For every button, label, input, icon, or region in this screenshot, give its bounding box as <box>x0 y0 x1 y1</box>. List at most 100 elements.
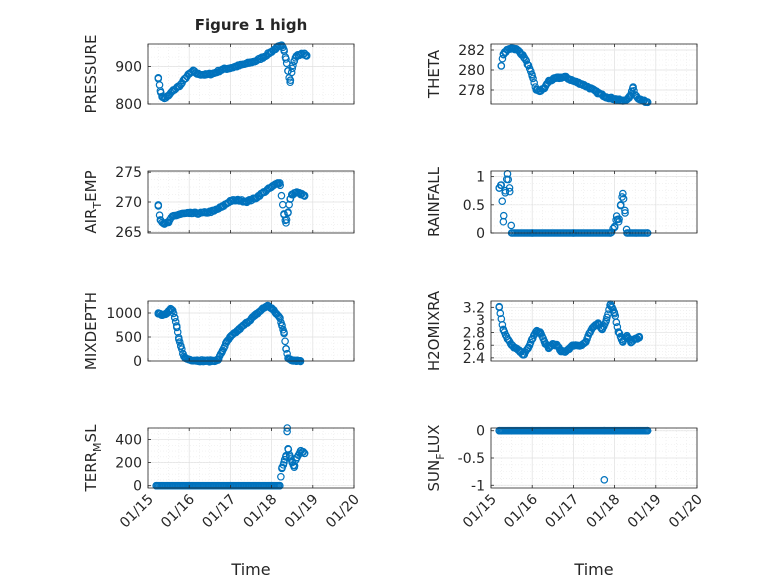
mixdepth-panel-data-point <box>282 345 290 353</box>
sun-flux-panel-data-point <box>528 426 537 435</box>
pressure-panel-data-point <box>193 70 202 78</box>
theta-panel-y-tick-label: 282 <box>458 43 485 59</box>
mixdepth-panel-data-point <box>292 356 301 365</box>
pressure-panel-data-point <box>292 52 301 60</box>
terr-msl-panel-data-point <box>292 454 301 462</box>
air-temp-panel-data-point <box>273 179 282 187</box>
theta-panel-data-point <box>528 72 537 80</box>
pressure-panel-data-point <box>177 80 185 89</box>
air-temp-panel-data-point <box>164 218 173 227</box>
mixdepth-panel-y-tick-label: 0 <box>133 354 142 370</box>
h2omixra-panel-data-point <box>553 341 561 350</box>
terr-msl-panel-x-tick-label: 01/16 <box>158 491 198 531</box>
pressure-panel-data-point <box>154 73 163 82</box>
pressure-panel-data-point <box>287 68 296 77</box>
figure-title: Figure 1 high <box>195 16 308 34</box>
h2omixra-panel-data-point <box>499 325 508 334</box>
theta-panel-data-point <box>635 95 644 103</box>
air-temp-panel-y-tick-label: 270 <box>115 195 142 211</box>
rainfall-panel-data-point <box>505 184 514 192</box>
air-temp-panel-data-point <box>280 210 288 218</box>
theta-panel-data-point <box>507 44 516 52</box>
h2omixra-panel-y-tick-label: 2.6 <box>463 338 485 354</box>
mixdepth-panel-data-point <box>278 321 286 329</box>
h2omixra-panel-data-point <box>569 341 578 350</box>
pressure-panel-y-tick-label: 800 <box>115 97 142 113</box>
h2omixra-panel-data-point <box>536 328 545 337</box>
mixdepth-panel-axes-box <box>147 300 355 362</box>
sun-flux-panel-data-point <box>569 426 578 435</box>
air-temp-panel-data-point <box>160 220 169 228</box>
theta-panel-data-point <box>503 46 512 54</box>
h2omixra-panel-data-point <box>598 325 607 334</box>
terr-msl-panel-data-point <box>282 451 290 460</box>
mixdepth-panel-data-point <box>214 356 222 364</box>
pressure-panel-data-point <box>201 70 210 79</box>
air-temp-panel-data-point <box>275 179 283 188</box>
theta-panel-data-point <box>540 84 549 92</box>
rainfall-panel-data-point <box>618 193 626 201</box>
air-temp-panel-data-point <box>155 211 164 219</box>
air-temp-panel-data-point <box>288 190 297 199</box>
pressure-panel-data-point <box>288 64 297 73</box>
theta-panel-data-point <box>520 53 528 61</box>
theta-panel-data-point <box>561 73 569 81</box>
rainfall-panel-y-tick-label: 1 <box>476 170 485 186</box>
theta-panel-data-point <box>497 62 506 70</box>
mixdepth-panel-data-point <box>251 311 259 320</box>
rainfall-panel-y-tick-label: 0 <box>476 226 485 242</box>
h2omixra-panel-data-point <box>586 328 594 337</box>
terr-msl-panel-data-point <box>277 472 285 481</box>
h2omixra-panel-data-point <box>498 321 507 329</box>
theta-panel-y-label: THETA <box>425 49 443 99</box>
terr-msl-panel-x-tick-label: 01/17 <box>199 492 239 532</box>
air-temp-panel-data-point <box>226 197 235 205</box>
mixdepth-panel-y-tick-label: 1000 <box>106 306 142 322</box>
air-temp-panel-data-point <box>259 188 268 197</box>
pressure-panel-data-point <box>278 42 286 50</box>
h2omixra-panel-y-tick-label: 2.8 <box>463 326 485 342</box>
mixdepth-panel-data-point <box>173 328 182 336</box>
air-temp-panel-data-point <box>210 207 218 215</box>
h2omixra-panel-data-point <box>612 318 621 327</box>
rainfall-panel-data-point <box>621 206 629 215</box>
pressure-panel-data-point <box>267 47 276 56</box>
terr-msl-panel-data-point <box>290 463 299 472</box>
terr-msl-panel-data-point <box>276 481 284 490</box>
air-temp-panel-y-tick-label: 275 <box>115 165 142 181</box>
pressure-panel-data-point <box>286 78 294 87</box>
sun-flux-panel-data-point <box>610 426 619 435</box>
h2omixra-panel-data-point <box>544 344 553 353</box>
theta-panel-axes-box <box>490 43 698 105</box>
air-temp-panel-y-tick-label: 265 <box>115 225 142 241</box>
theta-panel-data-point <box>586 84 594 92</box>
rainfall-panel-data-point <box>498 197 507 206</box>
h2omixra-panel-data-point <box>495 303 504 312</box>
terr-msl-panel-data-point <box>226 481 235 490</box>
pressure-panel-data-point <box>226 64 235 72</box>
sun-flux-panel-x-tick-label: 01/18 <box>584 492 624 532</box>
air-temp-panel-data-point <box>193 209 202 218</box>
pressure-panel-data-point <box>164 91 173 100</box>
rainfall-panel-data-point <box>619 195 628 203</box>
air-temp-panel-data-point <box>282 219 290 227</box>
air-temp-panel-data-point <box>276 179 284 187</box>
h2omixra-panel-data-point <box>602 316 611 324</box>
mixdepth-panel-data-point <box>267 304 276 313</box>
sun-flux-panel-y-tick-label: -0.5 <box>458 451 485 467</box>
mixdepth-panel-data-point <box>179 349 187 358</box>
mixdepth-panel-data-point <box>166 305 175 313</box>
theta-panel-data-point <box>627 90 635 98</box>
terr-msl-panel-data-point <box>296 447 305 455</box>
h2omixra-panel-data-point <box>528 335 537 343</box>
pressure-panel-data-point <box>168 87 177 95</box>
pressure-panel-data-point <box>289 61 297 70</box>
rainfall-panel-data-point <box>621 209 629 217</box>
h2omixra-panel-data-point <box>524 344 532 353</box>
air-temp-panel-data-point <box>156 216 165 224</box>
theta-panel-data-point <box>602 93 611 101</box>
sun-flux-panel-x-tick-label: 01/17 <box>542 492 582 532</box>
h2omixra-panel-y-tick-label: 2.4 <box>463 351 485 367</box>
air-temp-panel-data-point <box>296 189 305 198</box>
h2omixra-panel-data-point <box>503 335 512 343</box>
